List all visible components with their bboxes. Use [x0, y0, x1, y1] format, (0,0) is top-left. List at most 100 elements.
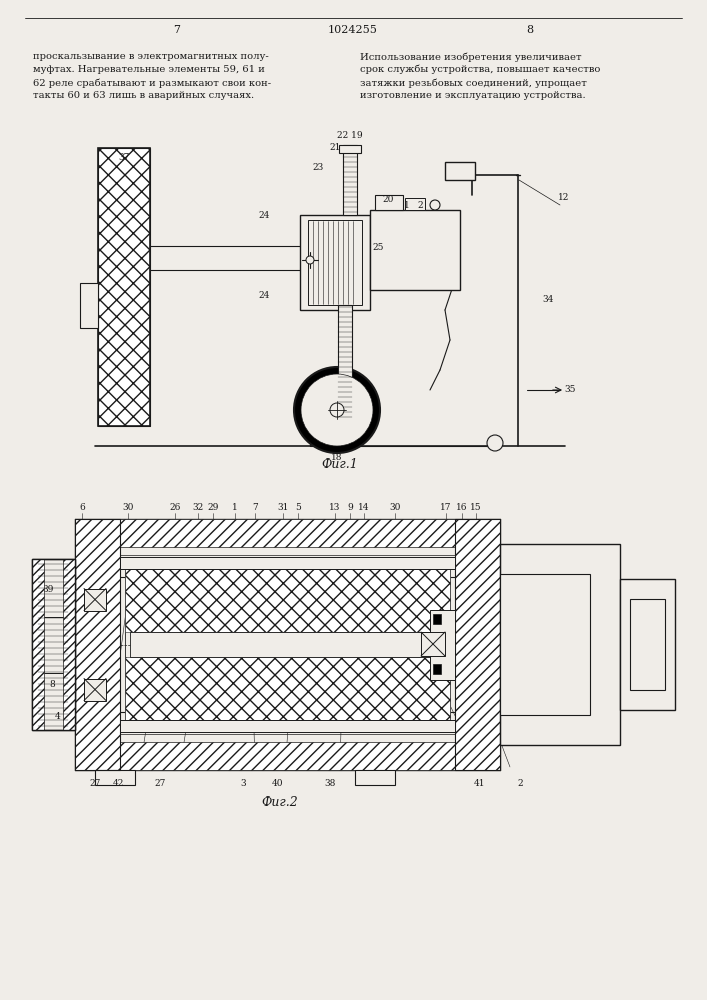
- Text: 2: 2: [518, 780, 522, 788]
- Bar: [32, 559, 44, 730]
- Bar: [32, 559, 75, 730]
- Text: 18: 18: [332, 454, 343, 462]
- Bar: [430, 609, 455, 680]
- Bar: [445, 162, 475, 180]
- Text: 1: 1: [404, 200, 410, 210]
- Text: 2: 2: [417, 200, 423, 210]
- Text: 7: 7: [173, 25, 180, 35]
- Bar: [421, 632, 445, 656]
- Text: муфтах. Нагревательные элементы 59, 61 и: муфтах. Нагревательные элементы 59, 61 и: [33, 65, 265, 74]
- Bar: [75, 519, 120, 770]
- Text: 24: 24: [258, 211, 269, 220]
- Text: проскальзывание в электромагнитных полу-: проскальзывание в электромагнитных полу-: [33, 52, 269, 61]
- Text: 25: 25: [373, 243, 384, 252]
- Bar: [38, 616, 68, 672]
- Text: 14: 14: [358, 502, 370, 512]
- Bar: [125, 657, 450, 720]
- Text: 36: 36: [310, 397, 322, 406]
- Text: 17: 17: [440, 502, 452, 512]
- Bar: [500, 544, 620, 745]
- Bar: [433, 664, 441, 674]
- Bar: [300, 215, 370, 310]
- Text: 12: 12: [559, 194, 570, 202]
- Text: 16: 16: [456, 502, 468, 512]
- Bar: [75, 519, 120, 770]
- Text: 30: 30: [122, 502, 134, 512]
- Bar: [84, 588, 106, 610]
- Text: 32: 32: [192, 502, 204, 512]
- Text: затяжки резьбовых соединений, упрощает: затяжки резьбовых соединений, упрощает: [360, 78, 587, 88]
- Bar: [84, 678, 106, 700]
- Bar: [455, 519, 500, 770]
- Text: 42: 42: [112, 780, 124, 788]
- Bar: [338, 305, 352, 420]
- Text: 11: 11: [37, 645, 49, 654]
- Text: 30: 30: [390, 502, 401, 512]
- Text: 1024255: 1024255: [328, 25, 378, 35]
- Bar: [120, 720, 455, 732]
- Bar: [339, 145, 361, 153]
- Circle shape: [430, 200, 440, 210]
- Circle shape: [487, 435, 503, 451]
- Circle shape: [294, 367, 380, 453]
- Bar: [150, 246, 305, 270]
- Text: 39: 39: [42, 585, 54, 594]
- Text: 31: 31: [277, 502, 288, 512]
- Bar: [630, 599, 665, 690]
- Bar: [308, 220, 362, 305]
- Text: 15: 15: [470, 502, 481, 512]
- Text: изготовление и эксплуатацию устройства.: изготовление и эксплуатацию устройства.: [360, 91, 585, 100]
- Text: 6: 6: [79, 502, 85, 512]
- Text: 41: 41: [474, 780, 486, 788]
- Text: Использование изобретения увеличивает: Использование изобретения увеличивает: [360, 52, 582, 62]
- Bar: [75, 742, 500, 770]
- Bar: [405, 198, 425, 210]
- Text: 3: 3: [240, 780, 246, 788]
- Text: 5: 5: [295, 502, 301, 512]
- Text: 35: 35: [564, 385, 575, 394]
- Text: 1: 1: [232, 502, 238, 512]
- Bar: [75, 519, 500, 547]
- Text: 37: 37: [118, 153, 129, 162]
- Text: 4: 4: [55, 712, 61, 721]
- Bar: [63, 559, 75, 730]
- Text: 27: 27: [89, 780, 100, 788]
- Bar: [98, 148, 150, 426]
- Text: Фиг.1: Фиг.1: [322, 458, 358, 472]
- Bar: [343, 145, 357, 215]
- Text: 8: 8: [49, 680, 55, 689]
- Text: 13: 13: [329, 502, 341, 512]
- Bar: [500, 574, 590, 715]
- Circle shape: [301, 374, 373, 446]
- Text: 26: 26: [169, 502, 181, 512]
- Bar: [311, 400, 321, 412]
- Bar: [455, 519, 500, 770]
- Text: 38: 38: [325, 780, 336, 788]
- Text: 21: 21: [329, 143, 341, 152]
- Text: 29: 29: [207, 502, 218, 512]
- Text: 8: 8: [527, 25, 534, 35]
- Bar: [32, 559, 75, 730]
- Text: 9: 9: [347, 502, 353, 512]
- Bar: [98, 148, 150, 426]
- Text: 23: 23: [312, 163, 324, 172]
- Text: 34: 34: [542, 296, 554, 304]
- Bar: [80, 283, 98, 328]
- Text: такты 60 и 63 лишь в аварийных случаях.: такты 60 и 63 лишь в аварийных случаях.: [33, 91, 254, 100]
- Bar: [130, 632, 445, 657]
- Text: 40: 40: [272, 780, 284, 788]
- Text: срок службы устройства, повышает качество: срок службы устройства, повышает качеств…: [360, 65, 600, 75]
- Text: 24: 24: [258, 290, 269, 300]
- Circle shape: [306, 256, 314, 264]
- Bar: [95, 770, 135, 785]
- Bar: [370, 210, 460, 290]
- Text: 10: 10: [40, 662, 52, 671]
- Text: 62 реле срабатывают и размыкают свои кон-: 62 реле срабатывают и размыкают свои кон…: [33, 78, 271, 88]
- Bar: [375, 195, 403, 210]
- Text: 7: 7: [252, 502, 258, 512]
- Circle shape: [330, 403, 344, 417]
- Bar: [355, 770, 395, 785]
- Bar: [120, 557, 455, 569]
- Text: 20: 20: [382, 196, 394, 205]
- Bar: [620, 579, 675, 710]
